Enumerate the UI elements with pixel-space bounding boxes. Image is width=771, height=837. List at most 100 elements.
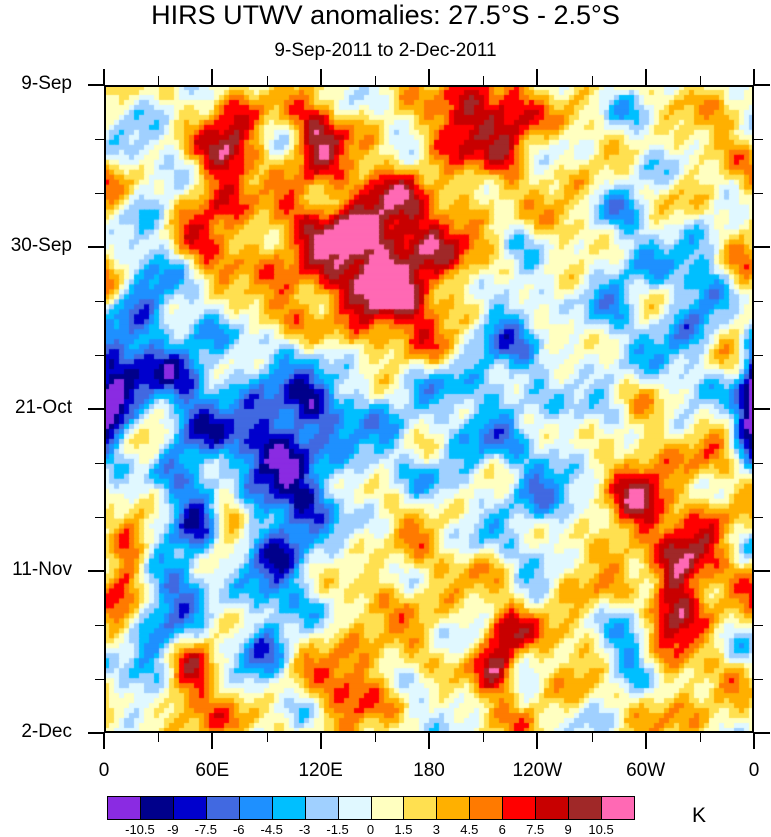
colorbar-label: 10.5 — [588, 822, 614, 837]
colorbar-swatch — [370, 796, 405, 820]
colorbar-swatch — [535, 796, 570, 820]
x-minor-tick — [158, 76, 160, 85]
y-tick-label: 11-Nov — [12, 559, 72, 580]
colorbar-swatch — [205, 796, 240, 820]
x-tick-label: 0 — [748, 760, 760, 781]
x-minor-tick — [374, 733, 376, 742]
y-minor-tick — [754, 193, 763, 194]
x-tick-label: 60W — [626, 760, 666, 781]
colorbar-swatch — [304, 796, 339, 820]
colorbar-label: -7.5 — [194, 822, 218, 837]
colorbar-swatch — [337, 796, 372, 820]
x-minor-tick — [483, 76, 485, 85]
x-major-tick — [211, 733, 214, 749]
y-minor-tick — [754, 625, 763, 626]
x-major-tick — [753, 733, 755, 749]
y-major-tick — [88, 84, 104, 86]
x-tick-label: 180 — [413, 760, 445, 781]
colorbar-label: 1.5 — [394, 822, 413, 837]
x-tick-label: 60E — [195, 760, 230, 781]
colorbar-label: -1.5 — [326, 822, 349, 837]
x-tick-label: 0 — [98, 760, 110, 781]
x-major-tick — [536, 69, 539, 85]
y-tick-label: 9-Sep — [21, 73, 72, 94]
colorbar-label: -9 — [167, 822, 179, 837]
y-minor-tick — [95, 463, 104, 464]
x-tick-label: 120E — [298, 760, 343, 781]
x-major-tick — [211, 69, 214, 85]
x-major-tick — [536, 733, 539, 749]
y-minor-tick — [95, 193, 104, 194]
colorbar-swatch — [469, 796, 504, 820]
x-minor-tick — [591, 733, 593, 742]
colorbar-swatch — [403, 796, 438, 820]
y-major-tick — [88, 246, 104, 248]
colorbar-swatch — [107, 796, 141, 820]
chart-title: HIRS UTWV anomalies: 27.5°S - 2.5°S — [151, 0, 620, 30]
y-major-tick — [754, 732, 770, 734]
y-major-tick — [88, 408, 104, 410]
colorbar-label: -10.5 — [125, 822, 155, 837]
colorbar-label: 3 — [432, 822, 440, 837]
y-minor-tick — [754, 139, 763, 140]
y-major-tick — [754, 570, 770, 572]
colorbar-label: -6 — [232, 822, 245, 837]
x-major-tick — [753, 69, 755, 85]
y-tick-label: 2-Dec — [21, 721, 72, 742]
y-tick-label: 30-Sep — [10, 235, 72, 256]
y-major-tick — [754, 246, 770, 248]
y-minor-tick — [95, 517, 104, 518]
x-major-tick — [319, 733, 322, 749]
x-minor-tick — [266, 733, 268, 742]
x-tick-label: 120W — [512, 760, 563, 781]
colorbar-label: -4.5 — [260, 822, 283, 837]
y-minor-tick — [95, 679, 104, 680]
x-minor-tick — [699, 733, 701, 742]
x-minor-tick — [266, 76, 268, 85]
colorbar-swatch — [502, 796, 537, 820]
y-major-tick — [88, 570, 104, 572]
colorbar-swatch — [568, 796, 603, 820]
y-minor-tick — [95, 301, 104, 302]
y-minor-tick — [754, 301, 763, 302]
colorbar-label: -3 — [298, 822, 311, 837]
y-minor-tick — [754, 463, 763, 464]
colorbar-label: 0 — [366, 822, 375, 837]
y-minor-tick — [754, 517, 763, 518]
x-minor-tick — [374, 76, 376, 85]
y-minor-tick — [754, 679, 763, 680]
x-major-tick — [644, 69, 647, 85]
x-major-tick — [428, 69, 430, 85]
colorbar-swatch — [139, 796, 174, 820]
chart-subtitle: 9-Sep-2011 to 2-Dec-2011 — [274, 40, 497, 61]
x-major-tick — [428, 733, 430, 749]
x-major-tick — [644, 733, 647, 749]
x-minor-tick — [591, 76, 593, 85]
y-tick-label: 21-Oct — [14, 397, 72, 418]
colorbar-label: 9 — [564, 822, 572, 837]
colorbar-swatch — [271, 796, 306, 820]
x-minor-tick — [158, 733, 160, 742]
colorbar-label: 7.5 — [526, 822, 545, 837]
y-minor-tick — [95, 355, 104, 356]
y-major-tick — [754, 408, 770, 410]
y-major-tick — [88, 732, 104, 734]
x-minor-tick — [483, 733, 485, 742]
colorbar-swatch — [601, 796, 635, 820]
y-minor-tick — [95, 139, 104, 140]
y-minor-tick — [95, 625, 104, 626]
y-minor-tick — [754, 355, 763, 356]
colorbar-swatch — [238, 796, 273, 820]
x-major-tick — [103, 733, 105, 749]
x-minor-tick — [699, 76, 701, 85]
y-major-tick — [754, 84, 770, 86]
colorbar-label: 4.5 — [460, 822, 479, 837]
heatmap-field — [104, 85, 754, 733]
colorbar-label: 6 — [498, 822, 506, 837]
colorbar-swatch — [172, 796, 207, 820]
colorbar-unit: K — [692, 804, 707, 827]
colorbar-swatch — [436, 796, 471, 820]
x-major-tick — [319, 69, 322, 85]
x-major-tick — [103, 69, 105, 85]
plot-frame — [104, 85, 754, 733]
